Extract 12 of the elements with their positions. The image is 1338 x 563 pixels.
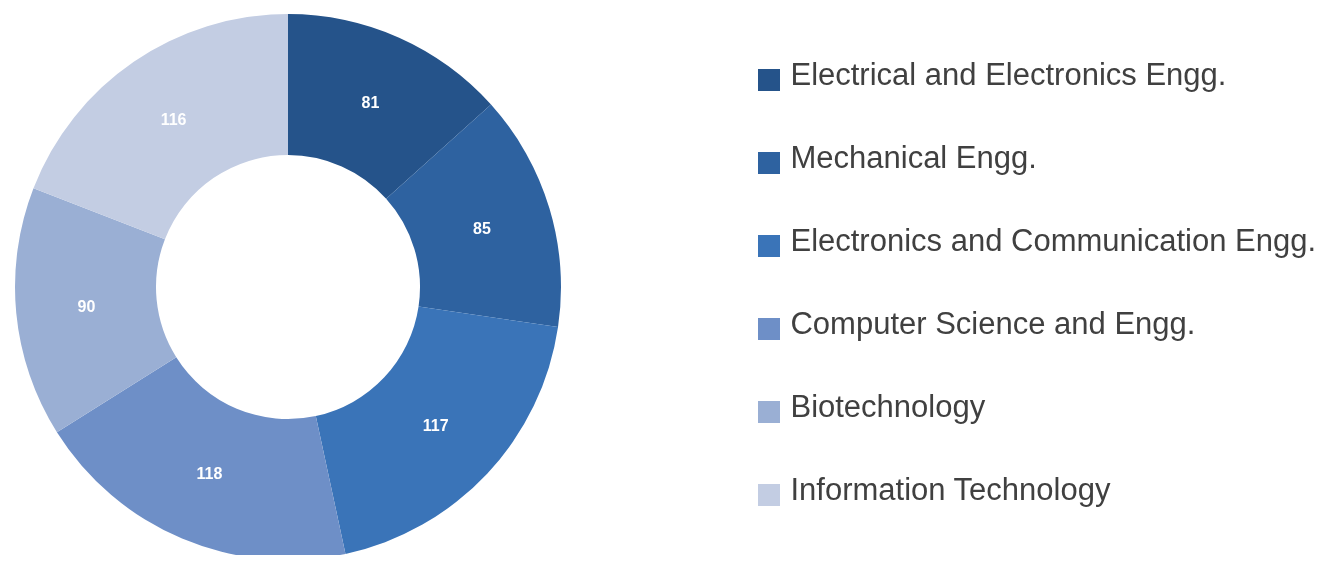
legend-label: Electronics and Communication Engg. xyxy=(790,222,1316,258)
data-label: 81 xyxy=(361,93,380,111)
data-label: 117 xyxy=(422,416,449,434)
data-label: 90 xyxy=(77,297,96,315)
legend-label: Mechanical Engg. xyxy=(790,139,1037,175)
data-label: 116 xyxy=(160,111,187,129)
legend-label: Electrical and Electronics Engg. xyxy=(790,56,1227,92)
data-label: 85 xyxy=(473,220,491,238)
legend-label: Biotechnology xyxy=(790,388,986,424)
data-label: 118 xyxy=(196,465,223,483)
legend-label: Information Technology xyxy=(790,471,1111,507)
legend-label: Computer Science and Engg. xyxy=(790,305,1196,341)
